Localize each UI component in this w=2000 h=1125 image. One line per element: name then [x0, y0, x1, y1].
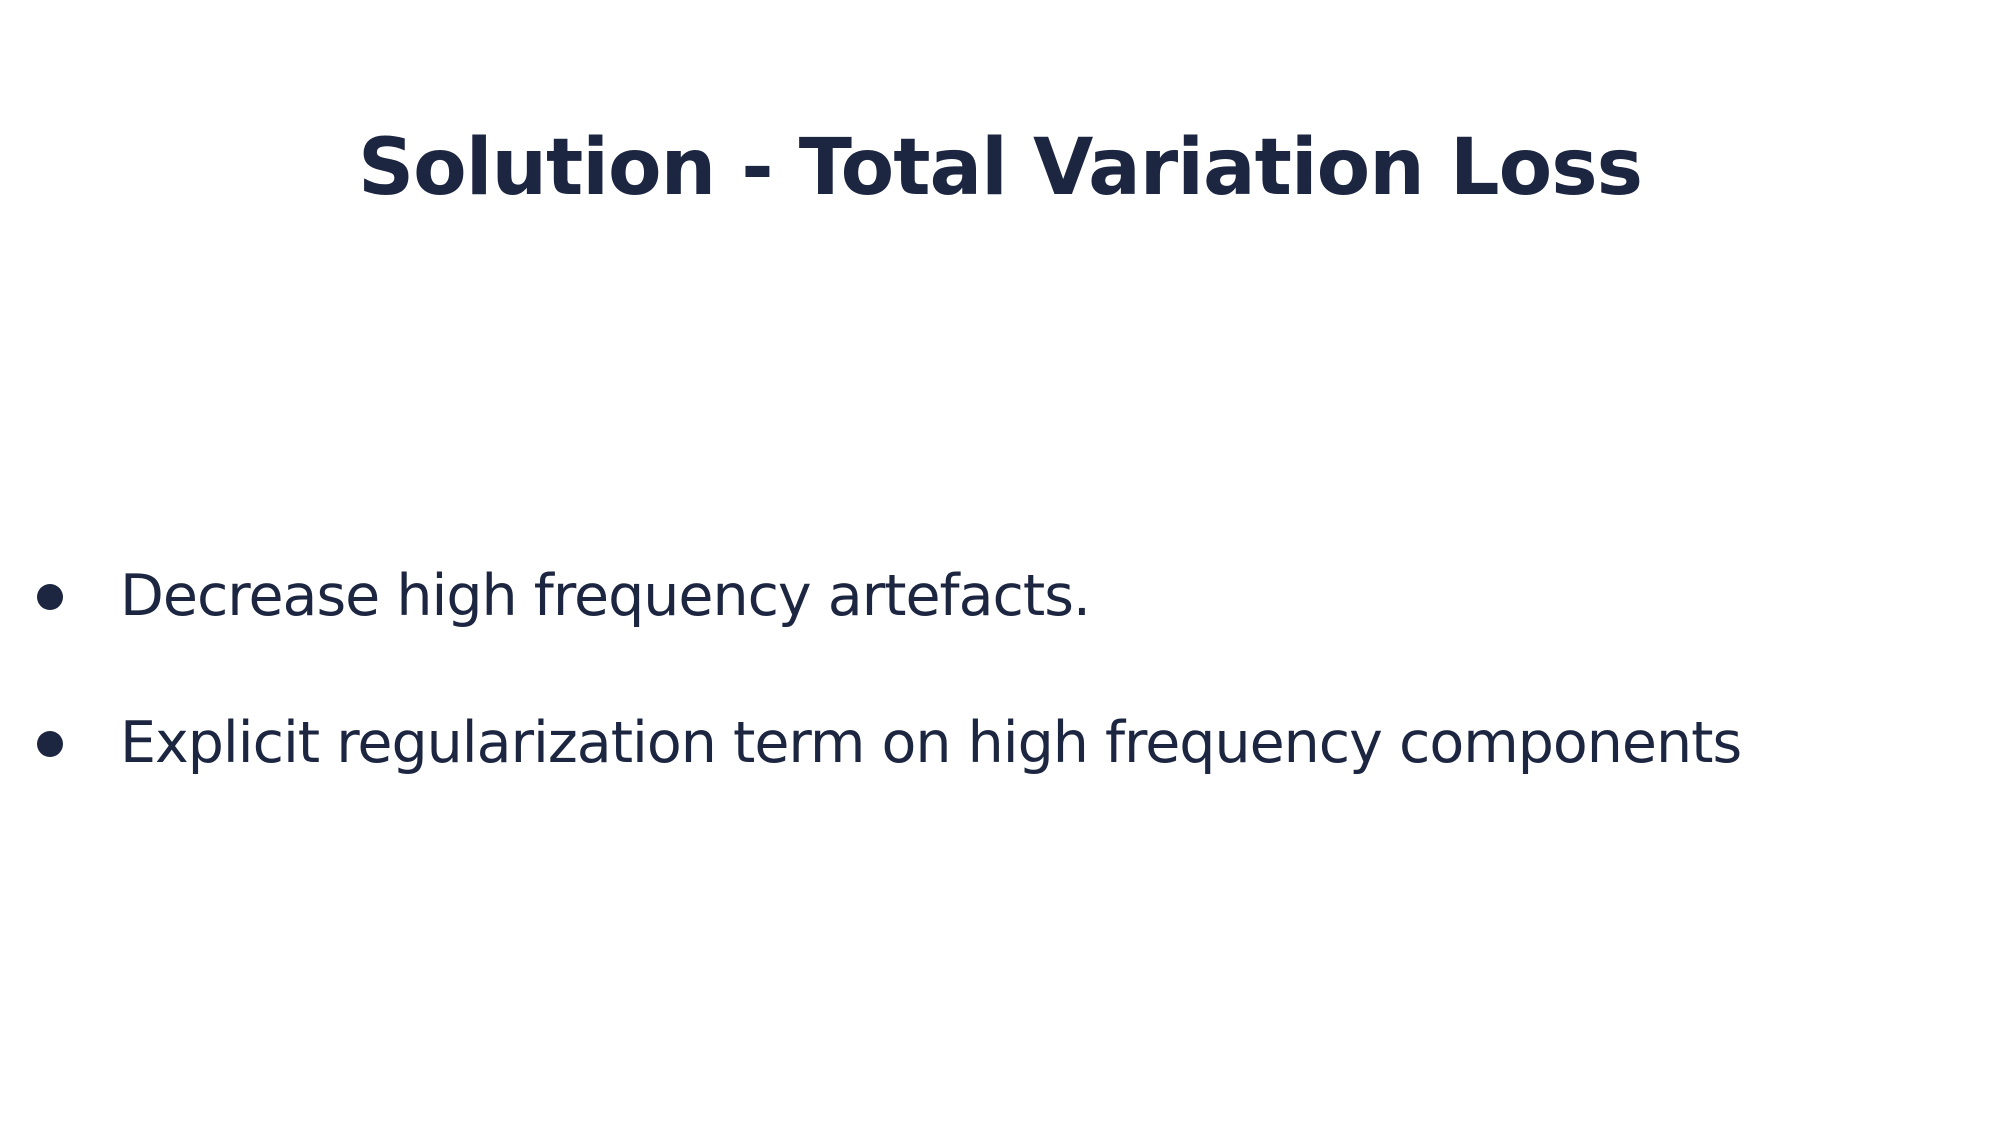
bullet-text: Explicit regularization term on high fre… [120, 710, 1742, 776]
bullet-text: Decrease high frequency artefacts. [120, 563, 1091, 629]
bullet-dot-icon [37, 584, 63, 610]
bullet-item: Explicit regularization term on high fre… [0, 703, 1900, 783]
bullet-dot-icon [37, 731, 63, 757]
slide-title: Solution - Total Variation Loss [357, 123, 1643, 213]
bullet-item: Decrease high frequency artefacts. [0, 556, 1900, 636]
